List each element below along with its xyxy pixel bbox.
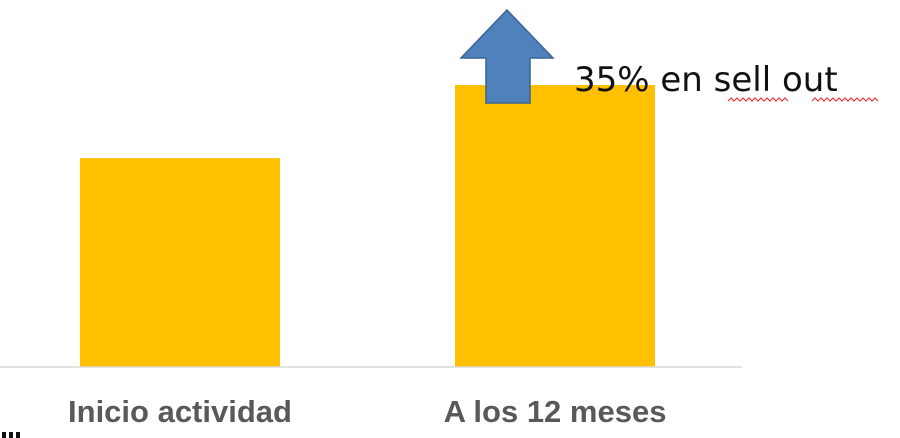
bar-inicio-actividad	[80, 158, 280, 367]
bars-group	[80, 85, 655, 367]
cropped-text-fragment	[2, 432, 20, 438]
spellcheck-underline-sell	[727, 97, 789, 102]
x-tick-label-inicio-actividad: Inicio actividad	[68, 394, 292, 429]
x-tick-label-a-los-12-meses: A los 12 meses	[444, 394, 667, 429]
bar-a-los-12-meses	[455, 85, 655, 367]
growth-annotation: 35% en sell out	[574, 60, 838, 100]
up-arrow-icon	[459, 8, 555, 104]
x-tick-labels: Inicio actividad A los 12 meses	[68, 394, 666, 429]
spellcheck-underline-out	[811, 97, 879, 102]
